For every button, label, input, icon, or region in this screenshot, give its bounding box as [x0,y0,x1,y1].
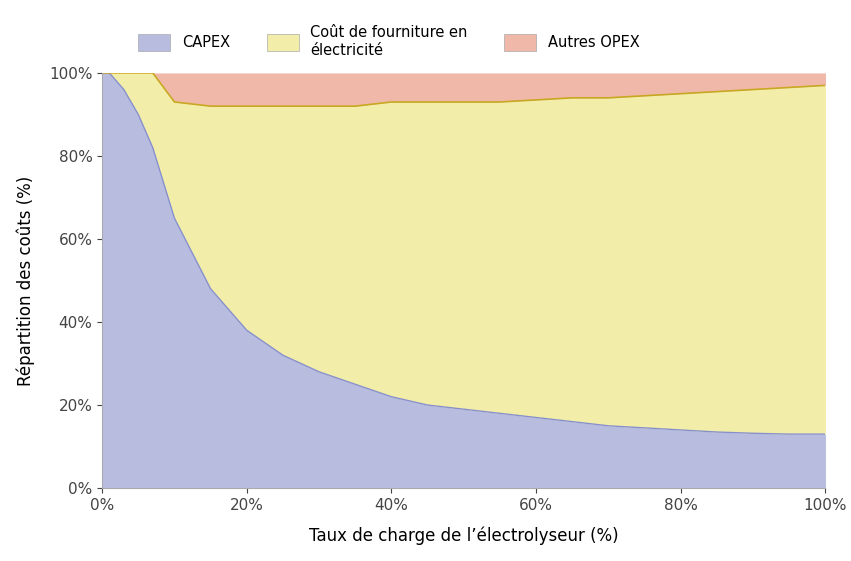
Legend: CAPEX, Coût de fourniture en
électricité, Autres OPEX: CAPEX, Coût de fourniture en électricité… [131,18,647,65]
Y-axis label: Répartition des coûts (%): Répartition des coûts (%) [16,176,35,385]
X-axis label: Taux de charge de l’électrolyseur (%): Taux de charge de l’électrolyseur (%) [309,527,619,545]
